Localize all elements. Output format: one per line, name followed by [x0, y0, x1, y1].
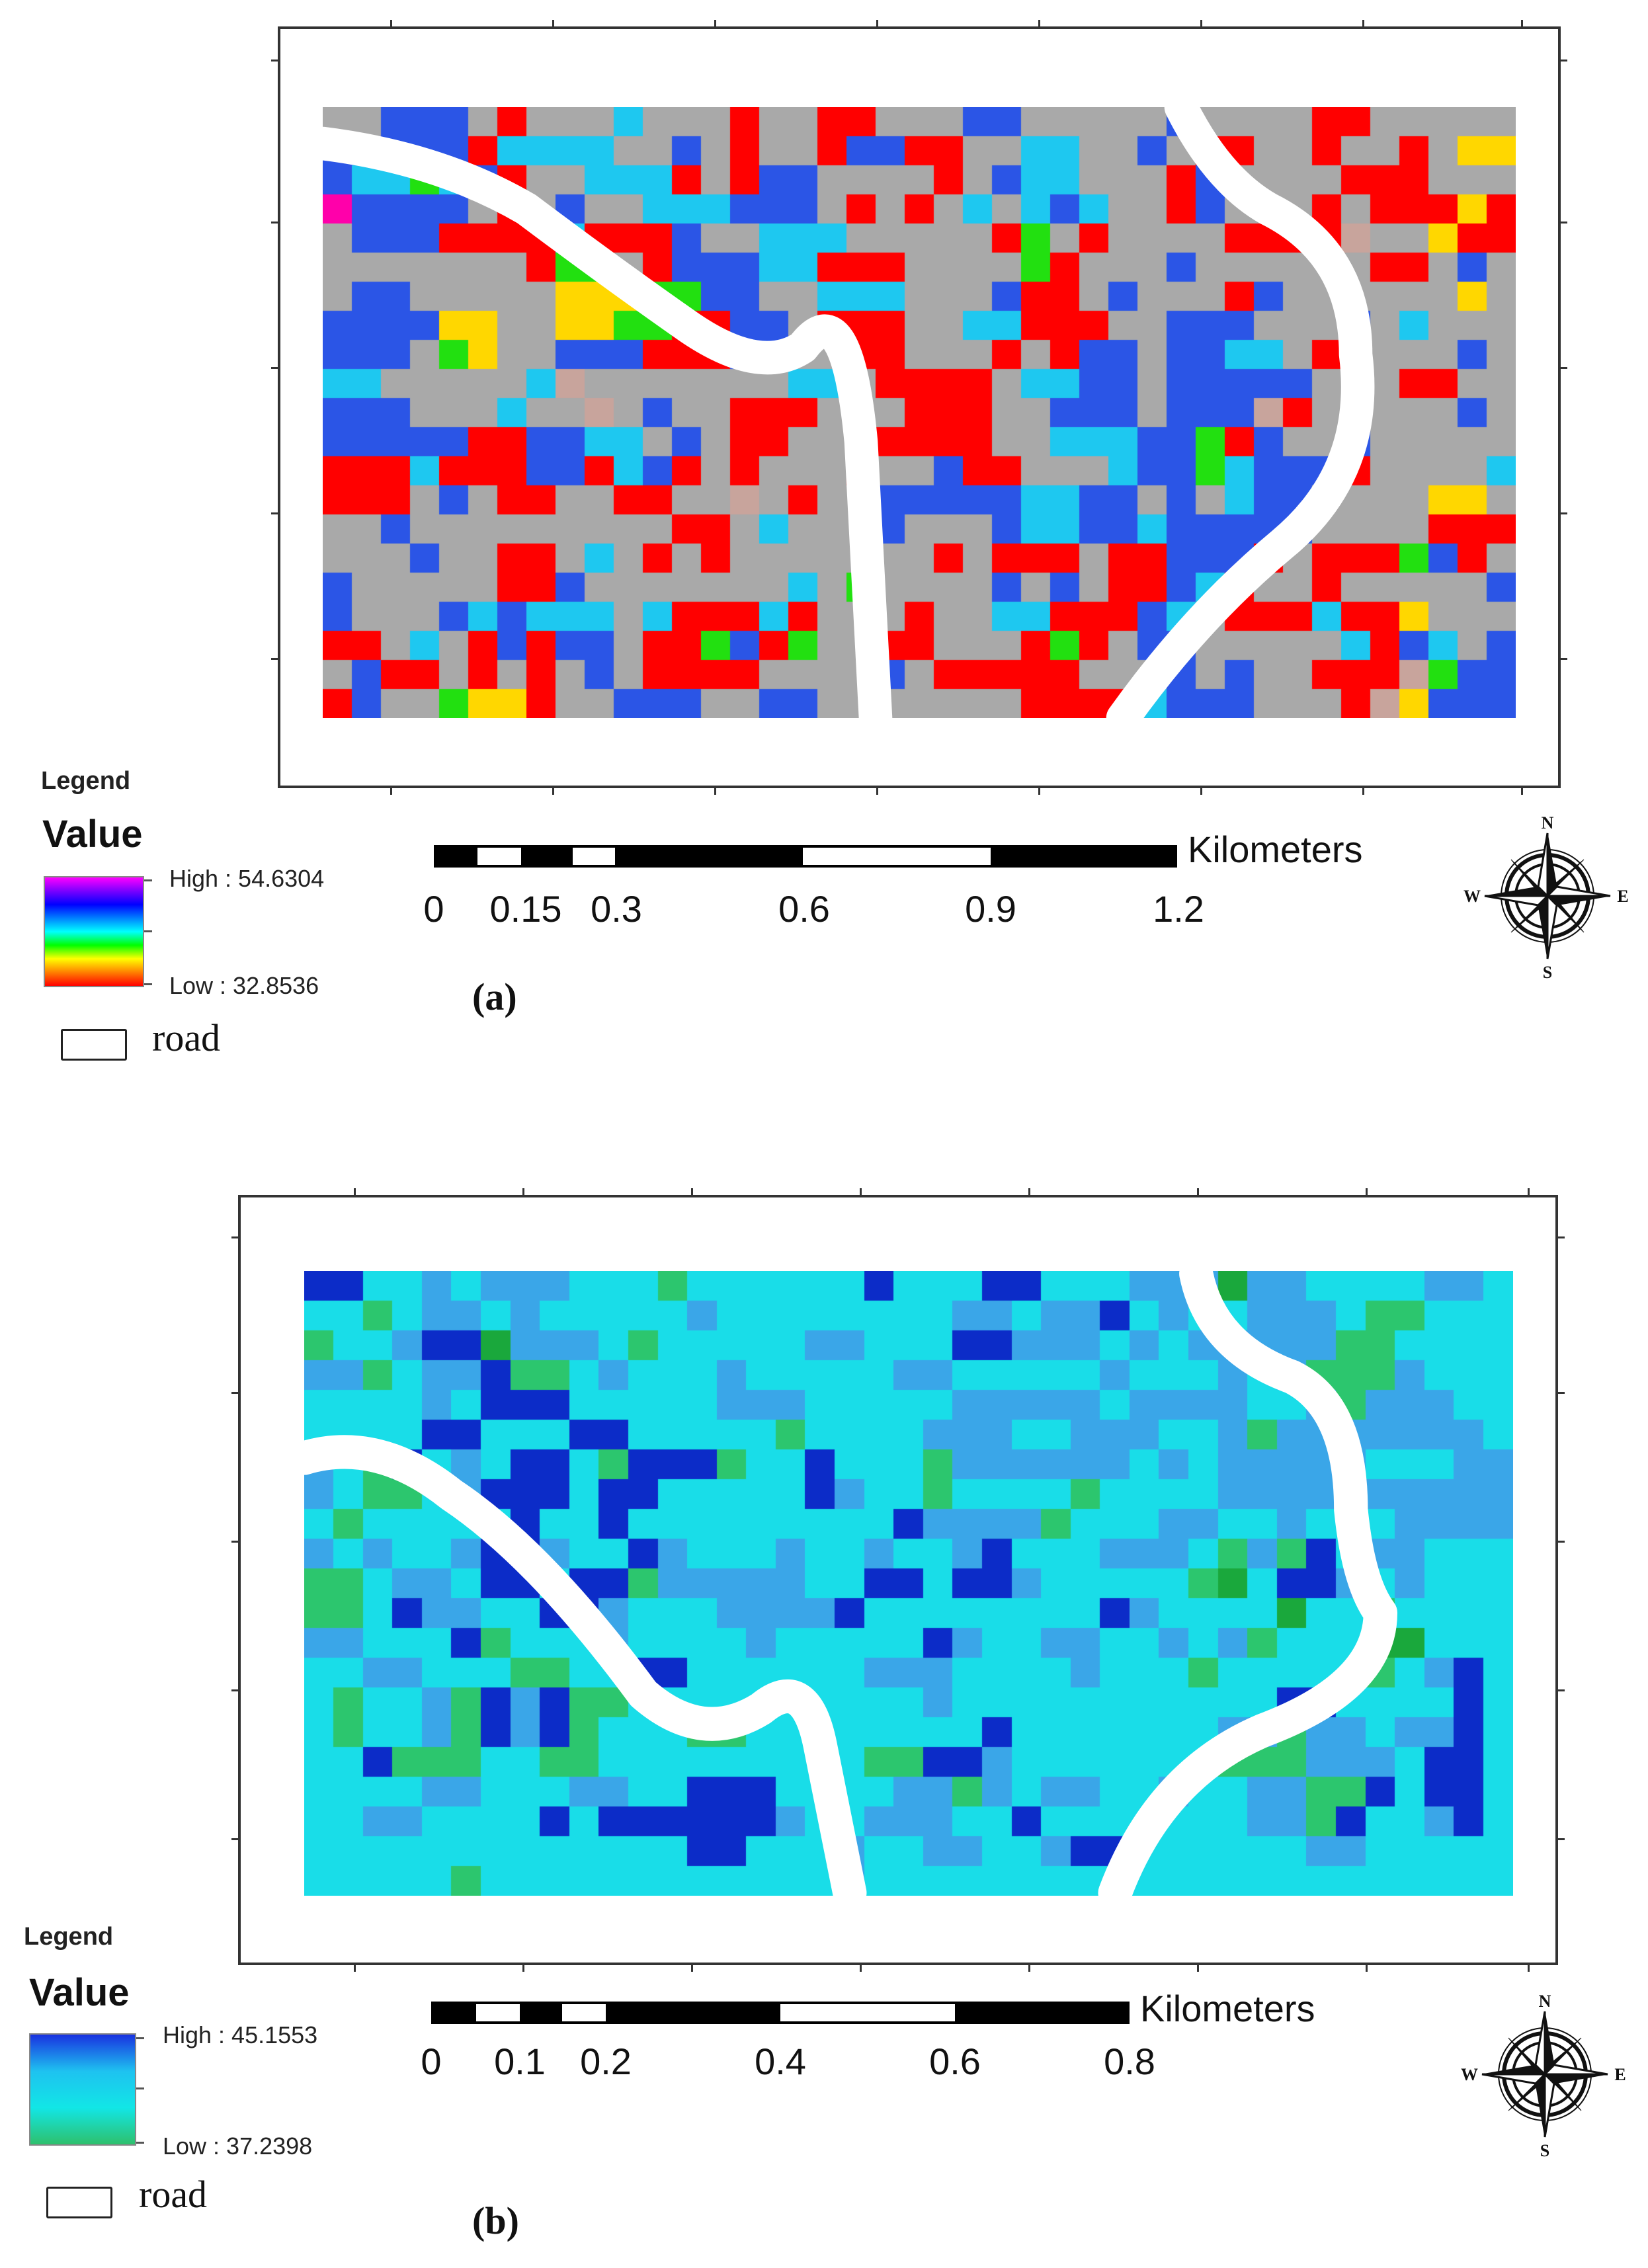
legend-high-label: High : 54.6304 — [169, 865, 325, 892]
scale-label: 1.2 — [1153, 888, 1204, 930]
map-panel-b: Legend Value High : 45.1553 Low : 37.239… — [0, 1134, 1648, 2268]
legend-value-heading: Value — [29, 1971, 130, 2014]
legend-value-heading: Value — [42, 813, 143, 856]
panel-label: (b) — [472, 2199, 519, 2242]
color-ramp — [44, 876, 144, 987]
road-layer — [306, 90, 1375, 735]
scale-label: 0.4 — [755, 2041, 806, 2082]
panel-label: (a) — [472, 975, 517, 1018]
svg-text:W: W — [1463, 887, 1481, 906]
scale-label: 0.2 — [580, 2041, 632, 2082]
scale-label: 0 — [421, 2041, 442, 2082]
legend-high-label: High : 45.1553 — [163, 2021, 318, 2048]
scale-unit: Kilometers — [1188, 829, 1363, 870]
scale-label: 0.1 — [494, 2041, 546, 2082]
road-swatch — [61, 1029, 127, 1061]
svg-text:S: S — [1543, 963, 1552, 982]
scale-label: 0.3 — [591, 888, 642, 930]
scale-label: 0 — [423, 888, 444, 930]
legend-low-label: Low : 37.2398 — [163, 2132, 313, 2160]
road-line — [1106, 90, 1375, 735]
road-swatch — [46, 2187, 112, 2218]
scale-label: 0.6 — [778, 888, 830, 930]
scale-label: 0.15 — [489, 888, 562, 930]
svg-text:N: N — [1542, 813, 1554, 832]
road-line — [1098, 1256, 1398, 1910]
svg-text:S: S — [1540, 2141, 1549, 2160]
svg-text:N: N — [1539, 1992, 1551, 2011]
svg-text:E: E — [1614, 2065, 1626, 2084]
svg-text:E: E — [1617, 887, 1628, 906]
road-line — [287, 1435, 867, 1910]
north-arrow-icon: N S E W — [1463, 813, 1629, 982]
road-layer — [287, 1256, 1398, 1910]
svg-text:W: W — [1461, 2065, 1478, 2084]
road-label: road — [139, 2173, 208, 2216]
color-ramp — [29, 2033, 136, 2146]
legend-title: Legend — [24, 1923, 114, 1951]
legend-title: Legend — [41, 767, 131, 795]
north-arrow-icon: N S E W — [1461, 1992, 1626, 2160]
scale-label: 0.8 — [1104, 2041, 1155, 2082]
scale-bar — [434, 845, 1177, 868]
map-panel-a: Legend Value High : 54.6304 Low : 32.853… — [41, 20, 1629, 1061]
legend-low-label: Low : 32.8536 — [169, 972, 319, 999]
scale-unit: Kilometers — [1140, 1988, 1315, 2029]
scale-label: 0.6 — [929, 2041, 981, 2082]
scale-bar — [431, 2002, 1130, 2024]
scale-label: 0.9 — [965, 888, 1016, 930]
road-label: road — [152, 1016, 221, 1059]
road-line — [306, 126, 893, 735]
